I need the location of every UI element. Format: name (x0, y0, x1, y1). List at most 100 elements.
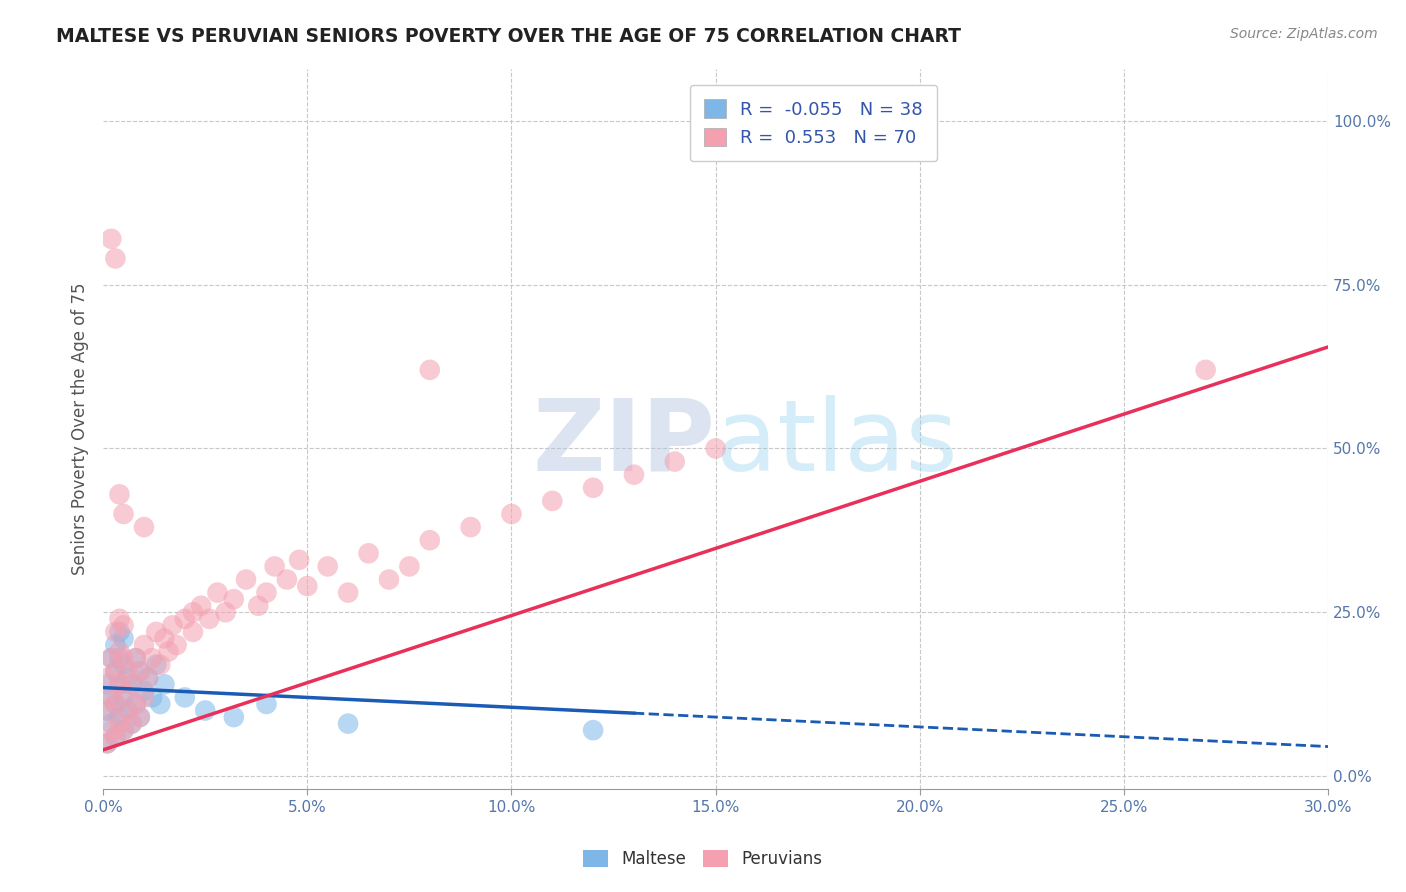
Point (207, 585, 229, 599)
Point (132, 690, 155, 705)
Point (166, 638, 188, 652)
Point (112, 690, 135, 705)
Point (125, 651, 148, 665)
Point (96, 704, 118, 718)
Point (337, 585, 360, 599)
Point (100, 690, 122, 705)
Point (541, 494, 564, 508)
Point (132, 520, 155, 534)
Point (108, 624, 131, 639)
Point (128, 710, 150, 724)
Point (121, 677, 143, 691)
Point (235, 573, 257, 587)
Point (112, 651, 135, 665)
Point (149, 657, 172, 672)
Point (108, 612, 131, 626)
Point (96, 677, 118, 691)
Point (357, 546, 380, 560)
Point (222, 592, 245, 607)
Point (460, 520, 482, 534)
Point (132, 684, 155, 698)
Point (256, 585, 278, 599)
Point (141, 651, 163, 665)
Point (181, 605, 204, 619)
Text: MALTESE VS PERUVIAN SENIORS POVERTY OVER THE AGE OF 75 CORRELATION CHART: MALTESE VS PERUVIAN SENIORS POVERTY OVER… (56, 27, 962, 45)
Point (125, 697, 148, 711)
Point (582, 481, 605, 495)
Point (104, 664, 127, 678)
Point (112, 723, 135, 738)
Point (419, 533, 441, 548)
Point (136, 671, 159, 685)
Point (378, 573, 401, 587)
Point (276, 573, 298, 587)
Point (136, 671, 159, 685)
Point (125, 697, 148, 711)
Point (190, 599, 212, 613)
Point (1194, 363, 1216, 377)
Point (501, 507, 523, 521)
Point (263, 559, 285, 574)
Point (100, 716, 122, 731)
Point (128, 710, 150, 724)
Point (100, 651, 122, 665)
Point (100, 232, 122, 246)
Point (173, 612, 195, 626)
Point (108, 710, 131, 724)
Point (104, 730, 127, 744)
Legend: Maltese, Peruvians: Maltese, Peruvians (576, 843, 830, 875)
Point (112, 618, 135, 632)
Point (112, 684, 135, 698)
Point (104, 252, 127, 266)
Point (117, 671, 139, 685)
Text: atlas: atlas (716, 395, 957, 491)
Point (121, 716, 143, 731)
Point (104, 697, 127, 711)
Point (256, 697, 278, 711)
Point (162, 618, 184, 632)
Point (141, 690, 163, 705)
Point (181, 624, 204, 639)
Text: Source: ZipAtlas.com: Source: ZipAtlas.com (1230, 27, 1378, 41)
Point (108, 716, 131, 731)
Point (664, 454, 686, 468)
Point (316, 559, 339, 574)
Point (96, 671, 118, 685)
Point (288, 553, 311, 567)
Point (108, 677, 131, 691)
Point (104, 730, 127, 744)
Point (100, 651, 122, 665)
Point (297, 579, 319, 593)
Point (198, 612, 221, 626)
Point (145, 657, 167, 672)
Point (104, 697, 127, 711)
Point (100, 723, 122, 738)
Point (623, 467, 645, 482)
Point (247, 599, 270, 613)
Point (222, 710, 245, 724)
Point (96, 704, 118, 718)
Point (153, 677, 176, 691)
Point (128, 664, 150, 678)
Point (96, 736, 118, 750)
Point (419, 363, 441, 377)
Y-axis label: Seniors Poverty Over the Age of 75: Seniors Poverty Over the Age of 75 (72, 283, 89, 575)
Point (214, 605, 236, 619)
Point (112, 657, 135, 672)
Point (173, 690, 195, 705)
Point (582, 723, 605, 738)
Point (121, 716, 143, 731)
Point (157, 644, 180, 658)
Point (104, 638, 127, 652)
Point (112, 723, 135, 738)
Text: ZIP: ZIP (533, 395, 716, 491)
Point (108, 487, 131, 501)
Point (194, 704, 217, 718)
Legend: R =  -0.055   N = 38, R =  0.553   N = 70: R = -0.055 N = 38, R = 0.553 N = 70 (690, 85, 938, 161)
Point (112, 632, 135, 646)
Point (112, 507, 135, 521)
Point (145, 624, 167, 639)
Point (100, 690, 122, 705)
Point (132, 638, 155, 652)
Point (337, 716, 360, 731)
